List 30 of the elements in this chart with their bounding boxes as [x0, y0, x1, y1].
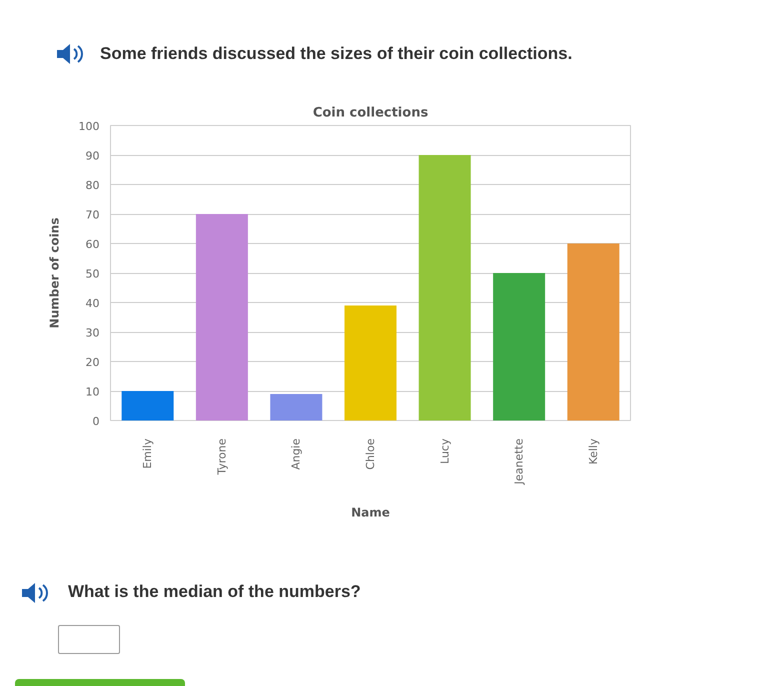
x-axis-title: Name [351, 506, 390, 520]
y-tick-label: 30 [86, 326, 100, 340]
x-tick-label: Emily [141, 438, 154, 470]
y-tick-label: 80 [86, 179, 100, 192]
y-tick-label: 50 [86, 268, 100, 281]
bar [122, 391, 174, 421]
text: What is the median of the numbers? [68, 581, 361, 604]
bar [344, 306, 396, 421]
x-tick-label: Lucy [438, 438, 452, 464]
x-tick-label: Angie [290, 438, 303, 470]
x-tick-label: Tyrone [215, 438, 228, 476]
y-tick-label: 90 [86, 150, 100, 163]
y-axis-title: Number of coins [48, 218, 62, 329]
y-tick-label: 40 [86, 297, 100, 310]
y-tick-label: 0 [92, 415, 100, 428]
y-tick-label: 20 [86, 356, 100, 370]
bar [567, 244, 620, 421]
chart-title: Coin collections [312, 106, 428, 121]
y-tick-label: 10 [86, 386, 100, 399]
y-tick-label: 70 [86, 208, 100, 222]
y-tick-label: 60 [86, 238, 100, 252]
x-tick-label: Jeanette [512, 438, 526, 486]
bar [418, 155, 471, 421]
bar [270, 394, 322, 421]
bar [493, 273, 546, 421]
y-tick-label: 100 [78, 120, 100, 134]
text: Some friends discussed the sizes of their coin collections. [100, 43, 572, 65]
x-tick-label: Chloe [364, 438, 377, 470]
x-tick-label: Kelly [586, 438, 600, 465]
bar [196, 214, 248, 421]
